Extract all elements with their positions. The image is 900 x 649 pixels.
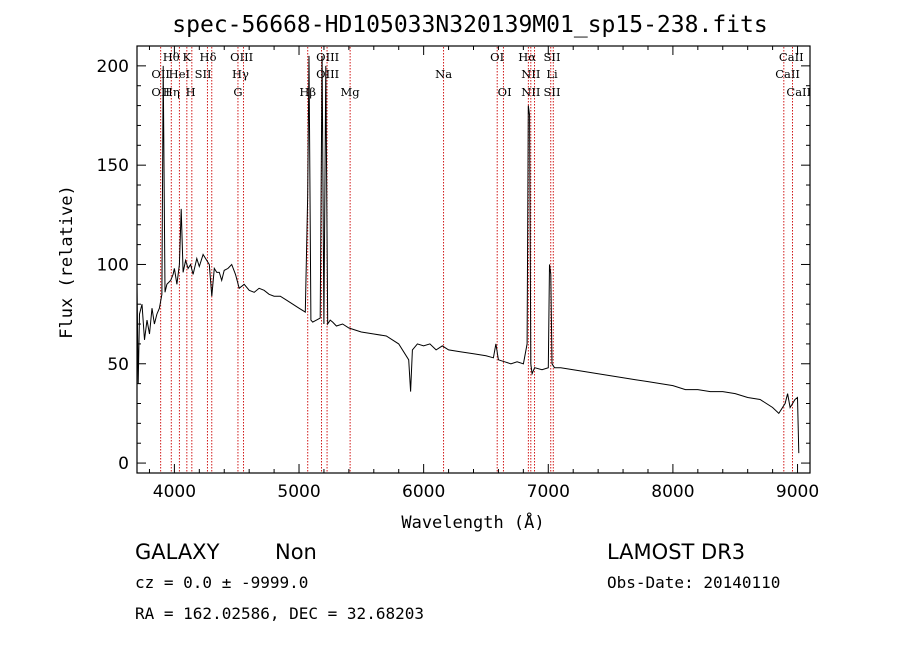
emission-line-label-19: Hα	[518, 50, 536, 64]
emission-line-label-9: OIII	[230, 50, 253, 64]
emission-line-label-0: OII	[151, 67, 170, 81]
emission-line-label-23: NII	[521, 85, 540, 99]
obs-date-text: Obs-Date: 20140110	[607, 573, 780, 592]
emission-line-label-14: OIII	[316, 67, 339, 81]
emission-line-label-2: Hθ	[163, 50, 180, 64]
emission-line-label-24: SII	[544, 85, 561, 99]
emission-line-label-13: OIII	[316, 50, 339, 64]
emission-line-label-12: Hβ	[299, 85, 316, 99]
y-tick-label-200: 200	[97, 57, 129, 77]
object-subclass: Non	[275, 540, 317, 564]
emission-line-label-4: HeI	[169, 67, 190, 81]
emission-line-label-8: SII	[195, 67, 212, 81]
y-tick-label-50: 50	[107, 355, 129, 375]
object-class: GALAXY	[135, 540, 220, 564]
emission-line-label-27: CaII	[786, 85, 811, 99]
y-axis-label: Flux (relative)	[57, 185, 77, 339]
emission-line-label-10: Hγ	[232, 67, 249, 81]
emission-line-label-21: NII	[521, 67, 540, 81]
survey-name: LAMOST DR3	[607, 540, 745, 564]
emission-line-label-26: CaII	[775, 67, 800, 81]
x-tick-label-7000: 7000	[527, 482, 570, 502]
emission-line-label-25: CaII	[779, 50, 804, 64]
x-tick-label-8000: 8000	[651, 482, 694, 502]
emission-line-label-20: SII	[544, 50, 561, 64]
y-axis-ticks: 0 50 100 150 200	[97, 57, 810, 474]
emission-line-label-11: G	[233, 85, 242, 99]
coordinates-text: RA = 162.02586, DEC = 32.68203	[135, 604, 424, 623]
x-axis-label: Wavelength (Å)	[401, 511, 544, 533]
emission-line-label-17: OI	[490, 50, 504, 64]
emission-line-label-3: Hη	[163, 85, 180, 99]
emission-line-label-7: Hδ	[200, 50, 217, 64]
redshift-text: cz = 0.0 ± -9999.0	[135, 573, 308, 592]
emission-line-label-5: K	[183, 50, 192, 64]
y-tick-label-100: 100	[97, 255, 129, 275]
emission-line-label-22: Li	[546, 67, 558, 81]
chart-title: spec-56668-HD105033N320139M01_sp15-238.f…	[172, 12, 767, 38]
x-tick-label-6000: 6000	[402, 482, 445, 502]
x-tick-label-4000: 4000	[153, 482, 196, 502]
flux-series-line	[136, 55, 800, 454]
x-tick-label-9000: 9000	[776, 482, 819, 502]
x-axis-ticks: 4000 5000 6000 7000 8000 9000	[148, 46, 819, 502]
y-tick-label-0: 0	[118, 454, 129, 474]
emission-line-label-15: Mg	[341, 85, 361, 99]
emission-line-label-16: Na	[435, 67, 452, 81]
emission-line-markers	[160, 47, 794, 472]
x-tick-label-5000: 5000	[277, 482, 320, 502]
emission-line-label-1: OII	[151, 85, 170, 99]
emission-line-label-18: OI	[498, 85, 512, 99]
y-tick-label-150: 150	[97, 156, 129, 176]
emission-line-label-6: H	[186, 85, 196, 99]
